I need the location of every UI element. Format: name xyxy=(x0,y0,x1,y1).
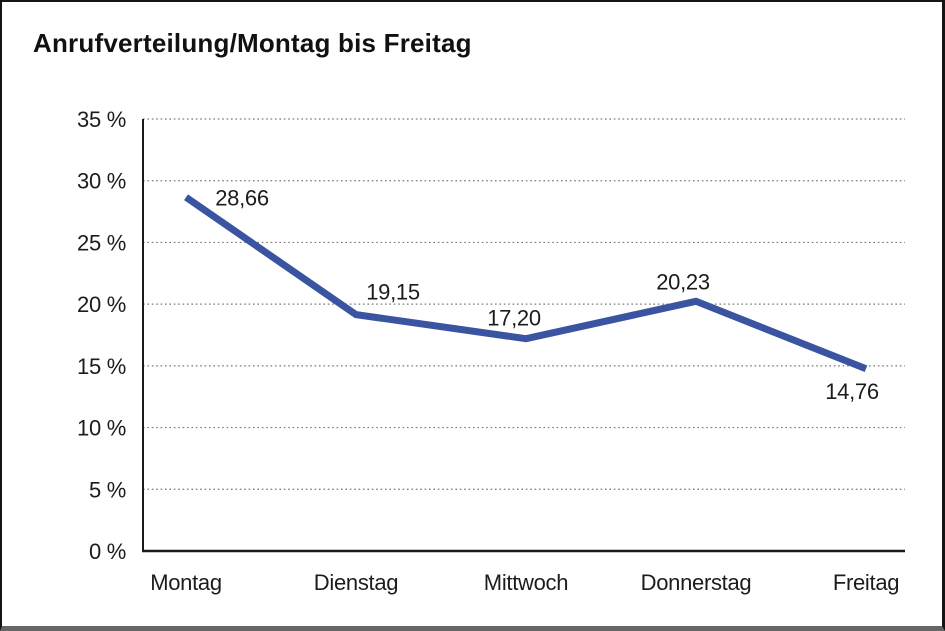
x-tick-label: Mittwoch xyxy=(484,570,568,595)
y-tick-label: 20 % xyxy=(77,292,126,317)
y-tick-label: 30 % xyxy=(77,169,126,194)
x-tick-label: Dienstag xyxy=(314,570,398,595)
data-point-label: 20,23 xyxy=(656,269,710,294)
y-tick-label: 5 % xyxy=(89,477,126,502)
data-point-label: 19,15 xyxy=(366,280,420,305)
x-tick-label: Donnerstag xyxy=(641,570,752,595)
y-tick-label: 25 % xyxy=(77,230,126,255)
x-tick-label: Montag xyxy=(150,570,222,595)
data-point-label: 28,66 xyxy=(215,185,269,210)
y-tick-label: 35 % xyxy=(77,107,126,132)
y-tick-label: 0 % xyxy=(89,539,126,564)
chart-title: Anrufverteilung/Montag bis Freitag xyxy=(33,28,472,58)
x-tick-label: Freitag xyxy=(833,570,899,595)
data-point-label: 17,20 xyxy=(487,306,541,331)
data-point-label: 14,76 xyxy=(825,379,879,404)
y-tick-label: 10 % xyxy=(77,416,126,441)
y-tick-label: 15 % xyxy=(77,354,126,379)
data-line xyxy=(184,194,868,373)
